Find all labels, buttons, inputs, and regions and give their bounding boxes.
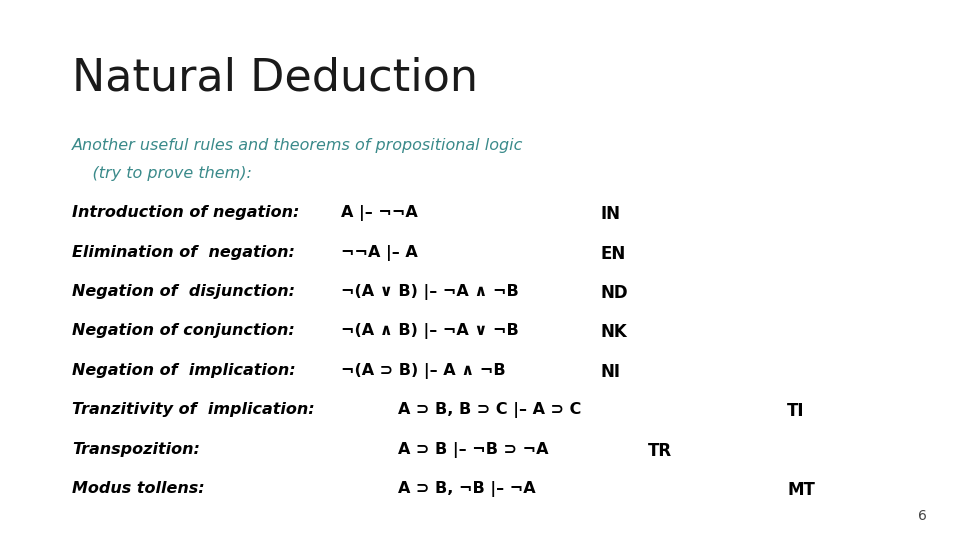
Text: A ⊃ B, B ⊃ C |– A ⊃ C: A ⊃ B, B ⊃ C |– A ⊃ C [398,402,582,418]
Text: Introduction of negation:: Introduction of negation: [72,205,300,220]
Text: ¬¬A |– A: ¬¬A |– A [341,245,418,261]
Text: ¬(A ⊃ B) |– A ∧ ¬B: ¬(A ⊃ B) |– A ∧ ¬B [341,363,505,379]
Text: NI: NI [600,363,620,381]
Text: Tranzitivity of  implication:: Tranzitivity of implication: [72,402,315,417]
Text: Negation of  disjunction:: Negation of disjunction: [72,284,295,299]
Text: Negation of  implication:: Negation of implication: [72,363,296,378]
Text: TR: TR [648,442,672,460]
Text: Elimination of  negation:: Elimination of negation: [72,245,295,260]
Text: Modus tollens:: Modus tollens: [72,481,204,496]
Text: NK: NK [600,323,627,341]
Text: Transpozition:: Transpozition: [72,442,200,457]
Text: (try to prove them):: (try to prove them): [72,166,252,181]
Text: MT: MT [787,481,815,499]
Text: EN: EN [600,245,625,262]
Text: ¬(A ∧ B) |– ¬A ∨ ¬B: ¬(A ∧ B) |– ¬A ∨ ¬B [341,323,518,340]
Text: A ⊃ B |– ¬B ⊃ ¬A: A ⊃ B |– ¬B ⊃ ¬A [398,442,549,458]
Text: ¬(A ∨ B) |– ¬A ∧ ¬B: ¬(A ∨ B) |– ¬A ∧ ¬B [341,284,518,300]
Text: A |– ¬¬A: A |– ¬¬A [341,205,418,221]
Text: ND: ND [600,284,628,302]
Text: Negation of conjunction:: Negation of conjunction: [72,323,295,339]
Text: A ⊃ B, ¬B |– ¬A: A ⊃ B, ¬B |– ¬A [398,481,536,497]
Text: IN: IN [600,205,620,223]
Text: Natural Deduction: Natural Deduction [72,57,478,100]
Text: 6: 6 [918,509,926,523]
Text: TI: TI [787,402,804,420]
Text: Another useful rules and theorems of propositional logic: Another useful rules and theorems of pro… [72,138,523,153]
